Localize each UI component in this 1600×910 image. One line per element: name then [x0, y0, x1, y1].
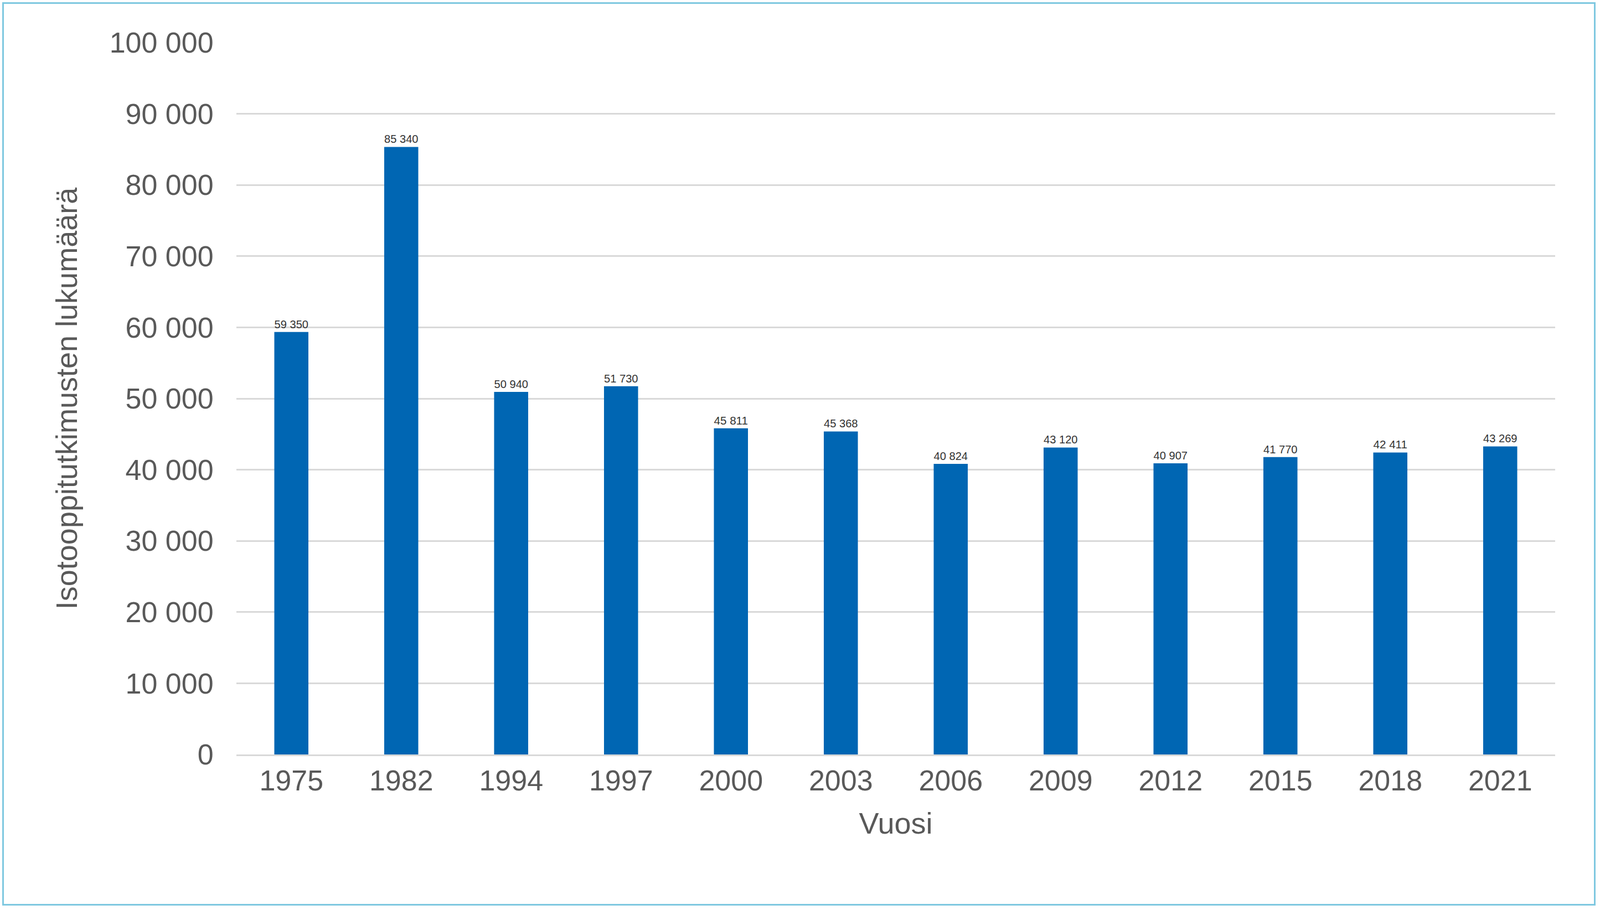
svg-text:60 000: 60 000: [125, 311, 214, 344]
svg-text:59 350: 59 350: [274, 318, 309, 331]
svg-text:40 824: 40 824: [933, 450, 968, 463]
svg-text:45 811: 45 811: [713, 414, 748, 427]
svg-text:70 000: 70 000: [125, 240, 214, 273]
svg-text:40 000: 40 000: [125, 453, 214, 487]
svg-text:43 269: 43 269: [1483, 432, 1518, 445]
svg-text:80 000: 80 000: [125, 168, 214, 201]
svg-text:2006: 2006: [918, 764, 983, 797]
svg-text:50 940: 50 940: [493, 378, 529, 391]
svg-text:10 000: 10 000: [125, 667, 214, 700]
svg-text:0: 0: [197, 738, 214, 771]
svg-text:Vuosi: Vuosi: [858, 806, 933, 840]
svg-text:2021: 2021: [1468, 764, 1533, 797]
svg-text:20 000: 20 000: [125, 596, 214, 629]
svg-text:42 411: 42 411: [1373, 437, 1408, 451]
svg-text:2009: 2009: [1028, 764, 1093, 797]
svg-text:2000: 2000: [698, 764, 763, 797]
svg-text:50 000: 50 000: [125, 382, 214, 415]
svg-text:43 120: 43 120: [1043, 433, 1078, 446]
svg-text:1975: 1975: [259, 764, 324, 797]
svg-text:2012: 2012: [1138, 764, 1203, 797]
svg-text:Isotooppitutkimusten lukumäärä: Isotooppitutkimusten lukumäärä: [49, 187, 84, 610]
svg-text:1994: 1994: [478, 764, 544, 797]
svg-text:2015: 2015: [1248, 764, 1313, 797]
svg-text:85 340: 85 340: [384, 132, 419, 146]
svg-text:1997: 1997: [589, 764, 654, 797]
svg-text:51 730: 51 730: [604, 372, 639, 385]
svg-text:2003: 2003: [808, 764, 874, 797]
svg-text:30 000: 30 000: [125, 524, 214, 557]
svg-text:100 000: 100 000: [109, 26, 214, 59]
svg-text:1982: 1982: [369, 764, 434, 797]
svg-text:41 770: 41 770: [1263, 443, 1298, 456]
svg-text:90 000: 90 000: [125, 97, 214, 131]
svg-text:45 368: 45 368: [823, 417, 859, 430]
svg-text:40 907: 40 907: [1153, 449, 1188, 462]
svg-text:2018: 2018: [1358, 764, 1423, 797]
